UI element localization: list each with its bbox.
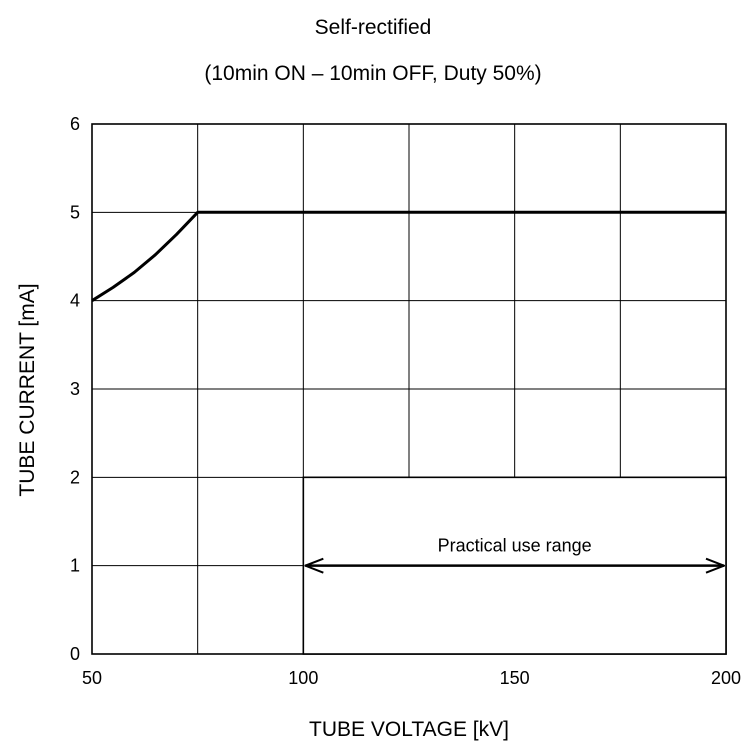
- chart-title: Self-rectified: [314, 16, 432, 39]
- y-tick-label: 2: [70, 467, 80, 487]
- series-line-0: [91, 210, 726, 302]
- y-tick-label: 3: [70, 379, 80, 399]
- x-axis-label: TUBE VOLTAGE [kV]: [309, 718, 509, 741]
- y-tick-label: 1: [70, 556, 80, 576]
- chart-subtitle: (10min ON – 10min OFF, Duty 50%): [204, 62, 542, 85]
- y-tick-label: 0: [70, 644, 80, 664]
- x-tick-label: 100: [288, 668, 318, 688]
- y-tick-label: 6: [70, 114, 80, 134]
- y-tick-label: 4: [70, 291, 80, 311]
- x-tick-label: 200: [711, 668, 741, 688]
- practical-use-label: Practical use range: [438, 536, 592, 556]
- x-tick-label: 150: [500, 668, 530, 688]
- x-tick-label: 50: [82, 668, 102, 688]
- y-axis-label: TUBE CURRENT [mA]: [16, 283, 39, 496]
- y-tick-label: 5: [70, 202, 80, 222]
